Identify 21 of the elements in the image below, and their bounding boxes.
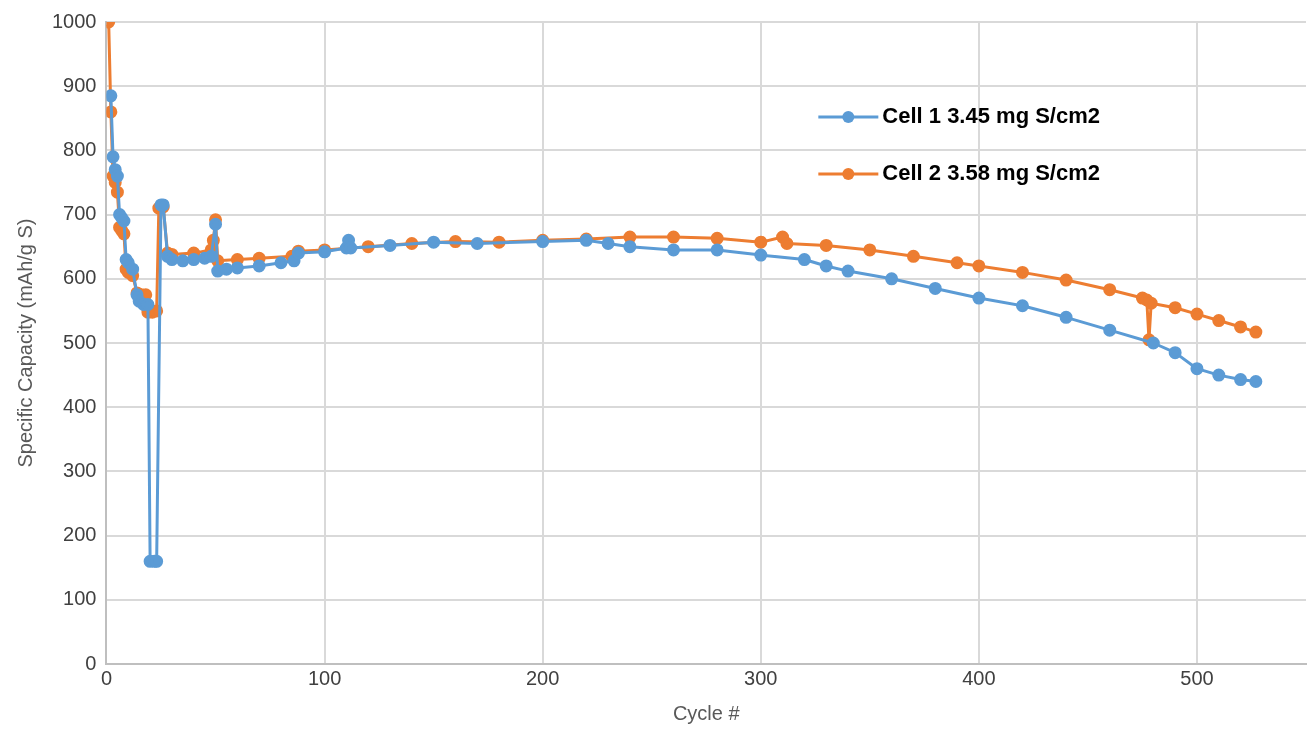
y-tick-label: 700 [63,202,97,225]
legend-label: Cell 1 3.45 mg S/cm2 [882,103,1100,129]
x-tick-label: 100 [307,666,342,689]
y-tick-label: 1000 [51,9,97,32]
y-tick-label: 100 [63,587,97,610]
x-tick-label: 0 [100,666,113,689]
y-tick-label: 500 [63,330,97,353]
x-tick-label: 500 [1180,666,1214,689]
y-tick-label: 600 [63,266,97,289]
y-tick-label: 900 [63,73,97,96]
y-tick-label: 300 [63,458,97,481]
y-tick-label: 0 [85,651,97,674]
y-tick-label: 800 [63,137,97,160]
x-axis-title: Cycle # [672,701,741,724]
y-axis-title: Specific Capacity (mAh/g S) [13,218,36,468]
x-tick-label: 200 [525,666,560,689]
y-tick-label: 400 [63,394,97,417]
y-tick-label: 200 [63,523,97,546]
legend-label: Cell 2 3.58 mg S/cm2 [882,160,1100,186]
x-tick-label: 300 [744,666,778,689]
x-tick-label: 400 [962,666,996,689]
